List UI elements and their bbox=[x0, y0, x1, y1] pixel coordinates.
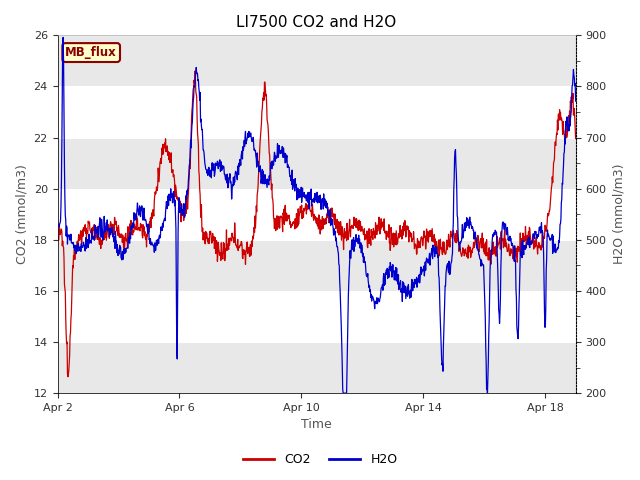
Bar bbox=[58, 138, 575, 189]
Bar bbox=[58, 240, 575, 291]
Y-axis label: CO2 (mmol/m3): CO2 (mmol/m3) bbox=[15, 164, 28, 264]
X-axis label: Time: Time bbox=[301, 419, 332, 432]
Text: MB_flux: MB_flux bbox=[65, 46, 117, 59]
Bar bbox=[58, 342, 575, 393]
Legend: CO2, H2O: CO2, H2O bbox=[237, 448, 403, 471]
Y-axis label: H2O (mmol/m3): H2O (mmol/m3) bbox=[612, 164, 625, 264]
Title: LI7500 CO2 and H2O: LI7500 CO2 and H2O bbox=[236, 15, 397, 30]
Bar bbox=[58, 36, 575, 86]
